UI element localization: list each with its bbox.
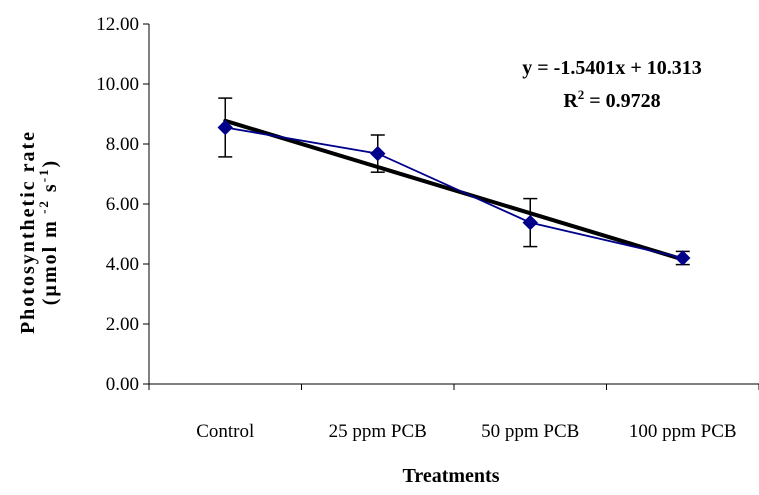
x-axis-title: Treatments: [402, 465, 499, 487]
y-tick-label: 0.00: [106, 374, 139, 395]
y-axis-title-line2: (µmol m -2 s-1): [36, 159, 61, 305]
ylabel-part-3: s: [39, 182, 61, 199]
y-tick-label: 10.00: [96, 74, 139, 95]
ylabel-part-4: -1: [36, 167, 51, 182]
ylabel-part-1: (µmol m: [39, 219, 61, 305]
y-axis-title-line1: Photosynthetic rate: [17, 130, 39, 334]
y-tick-label: 4.00: [106, 254, 139, 275]
r2-superscript: 2: [578, 87, 585, 102]
data-point: [675, 250, 691, 266]
r2-prefix: R: [563, 90, 578, 112]
trendline-r-squared: R2 = 0.9728: [563, 87, 660, 112]
x-tick-label: Control: [196, 421, 254, 442]
data-point: [370, 145, 386, 162]
data-point: [217, 119, 233, 136]
x-ticks: Control 25 ppm PCB 50 ppm PCB 100 ppm PCB: [148, 384, 759, 442]
data-point: [522, 214, 538, 231]
y-tick-label: 2.00: [106, 314, 139, 335]
y-tick-label: 8.00: [106, 134, 139, 155]
trendline-line: [223, 118, 685, 262]
y-tick-label: 6.00: [106, 194, 139, 215]
series: [217, 97, 691, 266]
series-line: [225, 126, 683, 259]
trendline: [223, 118, 685, 262]
y-tick-label: 12.00: [96, 14, 139, 35]
x-tick-label: 50 ppm PCB: [481, 421, 579, 442]
ylabel-part-2: -2: [36, 199, 51, 219]
y-ticks: 0.00 2.00 4.00 6.00 8.00 10.00 12.00: [96, 14, 149, 395]
ylabel-part-5: ): [39, 159, 61, 168]
trendline-equation: y = -1.5401x + 10.313: [522, 57, 701, 79]
y-axis-title: Photosynthetic rate (µmol m -2 s-1): [17, 130, 61, 334]
x-tick-label: 100 ppm PCB: [629, 421, 737, 442]
x-tick-label: 25 ppm PCB: [329, 421, 427, 442]
r2-value: = 0.9728: [584, 90, 660, 112]
